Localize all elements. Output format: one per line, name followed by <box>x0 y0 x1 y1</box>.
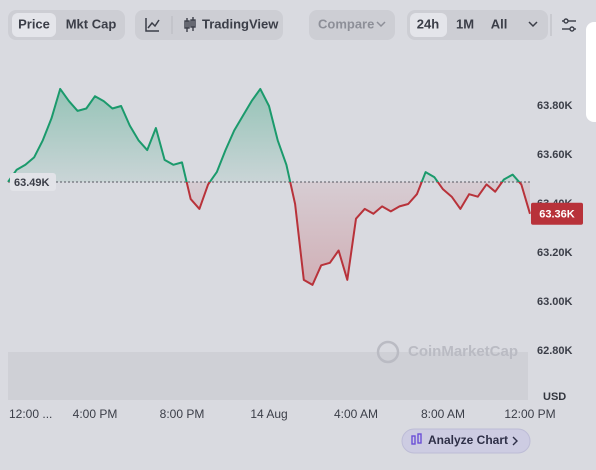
y-tick-label: 63.60K <box>537 149 573 161</box>
chevron <box>376 21 386 28</box>
x-tick-label: 12:00 PM <box>504 407 555 421</box>
x-tick-label: 4:00 AM <box>334 407 378 421</box>
active-range <box>410 13 447 37</box>
analyze-label: Analyze Chart <box>428 433 508 447</box>
last-price-bg <box>531 202 583 225</box>
line-icon[interactable] <box>145 18 160 32</box>
watermark: CoinMarketCap <box>408 343 518 360</box>
area-fill <box>8 88 530 285</box>
x-tick-label: 4:00 PM <box>73 407 118 421</box>
baseline-label-bg <box>10 172 56 191</box>
compare-label: Compare <box>318 16 374 31</box>
mkt-cap-tab[interactable]: Mkt Cap <box>66 16 117 31</box>
settings-icon[interactable] <box>562 18 576 32</box>
analyze-button[interactable] <box>401 428 531 454</box>
x-tick-label: 8:00 PM <box>160 407 205 421</box>
y-tick-label: 63.80K <box>537 100 573 112</box>
y-tick-label: 63.00K <box>537 296 573 308</box>
popup-edge <box>586 22 596 122</box>
x-tick-label: 8:00 AM <box>421 407 465 421</box>
range-all[interactable]: All <box>491 16 508 31</box>
tradingview-tab[interactable]: TradingView <box>202 16 279 31</box>
analyze-chevron <box>512 436 518 446</box>
last-price-label: 63.36K <box>539 209 575 221</box>
price-line <box>7 87 531 286</box>
candle-icon <box>184 17 196 32</box>
x-tick-label: 14 Aug <box>250 407 287 421</box>
watermark-logo <box>376 340 400 364</box>
range-1m[interactable]: 1M <box>456 16 474 31</box>
volume-area <box>8 352 528 400</box>
y-tick-label: 62.80K <box>537 345 573 357</box>
range-24h[interactable]: 24h <box>417 16 439 31</box>
toolbar: Price Mkt Cap TradingView Compare 24h 1M… <box>8 10 576 40</box>
compare-button[interactable] <box>309 10 395 40</box>
x-tick-label: 12:00 ... <box>9 407 52 421</box>
currency-label: USD <box>543 391 566 403</box>
range-chevron[interactable] <box>528 21 538 28</box>
baseline-label: 63.49K <box>14 177 50 189</box>
analyze-icon <box>411 433 422 445</box>
active-tab <box>12 13 56 37</box>
y-tick-label: 63.20K <box>537 247 573 259</box>
price-tab[interactable]: Price <box>18 16 50 31</box>
